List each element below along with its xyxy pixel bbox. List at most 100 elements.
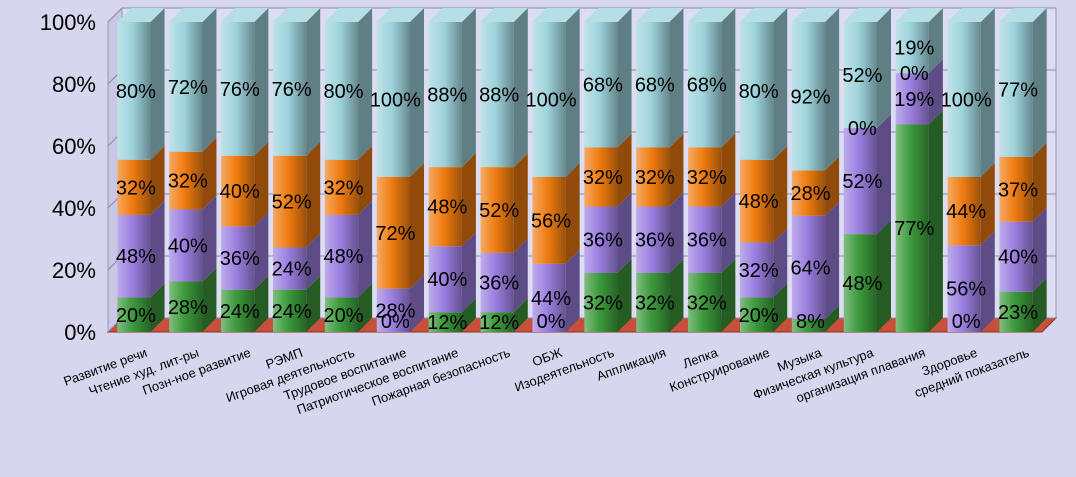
data-label: 56% xyxy=(946,279,986,301)
bar-segment xyxy=(117,8,165,160)
data-label: 19% xyxy=(894,89,934,111)
data-label: 32% xyxy=(739,260,779,282)
bar-segment xyxy=(843,220,891,332)
bars xyxy=(117,8,1047,332)
bar-segment xyxy=(791,8,840,171)
data-label: 100% xyxy=(525,90,576,112)
data-label: 76% xyxy=(220,79,260,101)
data-label: 48% xyxy=(739,191,779,213)
data-label: 44% xyxy=(531,288,571,310)
data-label: 24% xyxy=(272,259,312,281)
bar-segment xyxy=(221,8,269,156)
bar-segment xyxy=(740,145,788,243)
data-label: 0% xyxy=(900,63,929,85)
bar-segment xyxy=(740,8,788,160)
data-label: 68% xyxy=(687,75,727,97)
data-label: 100% xyxy=(941,90,992,112)
data-label: 20% xyxy=(739,305,779,327)
data-label: 12% xyxy=(427,312,467,334)
data-label: 32% xyxy=(687,292,727,314)
data-label: 40% xyxy=(998,247,1038,269)
bar-segment xyxy=(532,8,580,177)
data-label: 20% xyxy=(323,305,363,327)
bar-segment xyxy=(999,207,1047,292)
data-label: 32% xyxy=(168,171,208,193)
bar-segment xyxy=(636,8,684,148)
bar-segment xyxy=(895,8,943,74)
bar-segment xyxy=(688,8,736,148)
data-label: 36% xyxy=(583,230,623,252)
y-axis-ticks: 0% 20% 40% 60% 80% 100% xyxy=(40,10,96,345)
bar-segment xyxy=(273,8,321,156)
y-tick-label: 0% xyxy=(64,320,96,345)
data-labels: 20% 48% 32% 80% 28% 40% 32% 72% 24% 36% 40% 76% 24% 2… xyxy=(116,38,1038,334)
data-label: 36% xyxy=(687,230,727,252)
data-label: 37% xyxy=(998,179,1038,201)
data-label: 40% xyxy=(427,269,467,291)
bar-segment xyxy=(169,8,217,152)
data-label: 76% xyxy=(272,79,312,101)
data-label: 32% xyxy=(583,292,623,314)
data-label: 92% xyxy=(790,86,830,108)
data-label: 77% xyxy=(998,79,1038,101)
data-label: 100% xyxy=(370,90,421,112)
data-label: 64% xyxy=(790,257,830,279)
data-label: 80% xyxy=(739,81,779,103)
bar-segment xyxy=(480,153,528,253)
data-label: 56% xyxy=(531,210,571,232)
data-label: 0% xyxy=(381,311,410,333)
data-label: 72% xyxy=(168,77,208,99)
data-label: 48% xyxy=(116,246,156,268)
bar-segment xyxy=(584,8,632,148)
data-label: 24% xyxy=(272,301,312,323)
data-label: 68% xyxy=(583,75,623,97)
data-label: 80% xyxy=(323,81,363,103)
bar-segment xyxy=(117,200,165,298)
data-label: 24% xyxy=(220,301,260,323)
bar-segment xyxy=(947,8,995,177)
data-label: 40% xyxy=(168,235,208,257)
y-tick-label: 60% xyxy=(52,134,96,159)
data-label: 32% xyxy=(323,177,363,199)
data-label: 40% xyxy=(220,181,260,203)
data-label: 28% xyxy=(168,297,208,319)
bar-segment xyxy=(480,8,528,168)
data-label: 0% xyxy=(537,311,566,333)
data-label: 80% xyxy=(116,81,156,103)
data-label: 36% xyxy=(220,248,260,270)
bar-segment xyxy=(843,114,891,235)
data-label: 0% xyxy=(848,118,877,140)
data-label: 52% xyxy=(272,192,312,214)
data-label: 23% xyxy=(998,302,1038,324)
data-label: 52% xyxy=(842,65,882,87)
data-label: 8% xyxy=(796,311,825,333)
data-label: 48% xyxy=(323,246,363,268)
data-label: 52% xyxy=(842,171,882,193)
data-label: 0% xyxy=(952,311,981,333)
data-label: 44% xyxy=(946,201,986,223)
bar-segment xyxy=(324,8,373,160)
y-tick-label: 100% xyxy=(40,10,96,35)
y-tick-label: 80% xyxy=(52,72,96,97)
data-label: 20% xyxy=(116,305,156,327)
data-label: 36% xyxy=(479,273,519,295)
bar-segment xyxy=(843,8,891,129)
data-label: 12% xyxy=(479,312,519,334)
data-label: 32% xyxy=(583,167,623,189)
data-label: 28% xyxy=(375,300,415,322)
data-label: 28% xyxy=(790,183,830,205)
data-label: 32% xyxy=(116,177,156,199)
data-label: 48% xyxy=(427,197,467,219)
data-label: 52% xyxy=(479,200,519,222)
data-label: 32% xyxy=(687,167,727,189)
data-label: 32% xyxy=(635,167,675,189)
data-label: 36% xyxy=(635,230,675,252)
data-label: 32% xyxy=(635,292,675,314)
bar-segment xyxy=(999,8,1047,157)
data-label: 48% xyxy=(842,273,882,295)
data-label: 68% xyxy=(635,75,675,97)
bar-segment xyxy=(376,8,424,177)
